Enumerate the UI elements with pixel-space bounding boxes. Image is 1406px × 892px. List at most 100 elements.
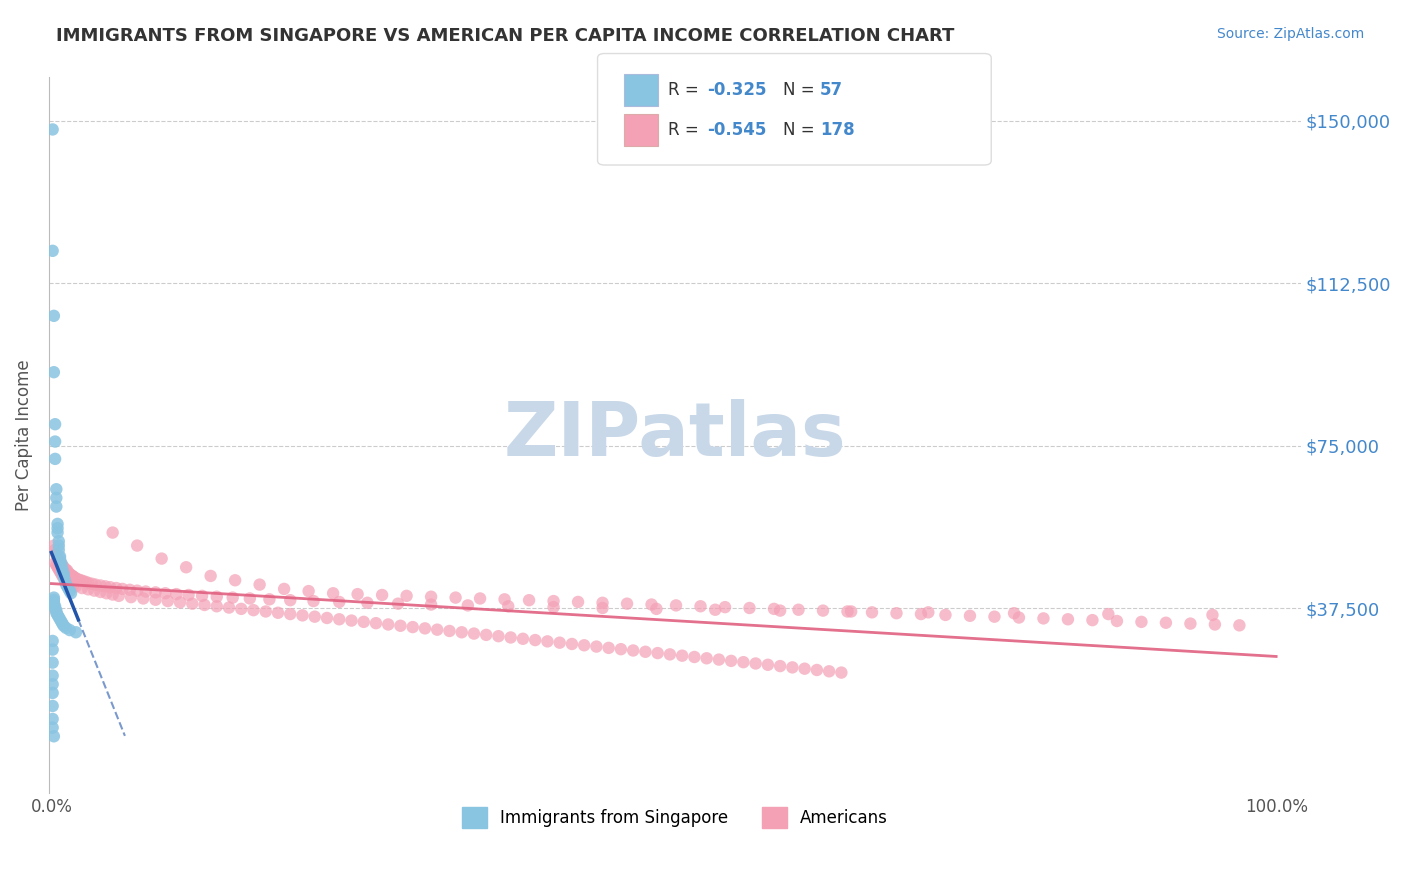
Text: ZIPatlas: ZIPatlas xyxy=(503,399,846,472)
Point xyxy=(793,662,815,676)
Point xyxy=(49,555,72,569)
Point xyxy=(77,582,100,597)
Point xyxy=(494,592,516,607)
Point xyxy=(839,605,862,619)
Point xyxy=(41,244,63,258)
Point xyxy=(720,654,742,668)
Point xyxy=(60,586,83,600)
Point xyxy=(585,640,607,654)
Point xyxy=(683,650,706,665)
Text: -0.545: -0.545 xyxy=(707,121,766,139)
Point xyxy=(89,578,111,592)
Point xyxy=(45,558,67,573)
Point xyxy=(41,721,63,735)
Point xyxy=(496,599,519,614)
Point xyxy=(44,417,66,432)
Point xyxy=(517,593,540,607)
Point xyxy=(45,606,67,620)
Point xyxy=(60,577,83,591)
Point xyxy=(44,601,66,615)
Point xyxy=(169,595,191,609)
Point xyxy=(107,589,129,603)
Point xyxy=(356,596,378,610)
Point xyxy=(769,659,792,673)
Point xyxy=(62,578,84,592)
Point xyxy=(830,665,852,680)
Point xyxy=(704,603,727,617)
Point xyxy=(598,640,620,655)
Point xyxy=(105,581,128,595)
Point xyxy=(55,621,77,635)
Point xyxy=(1130,615,1153,629)
Point xyxy=(48,542,70,557)
Point xyxy=(46,551,69,566)
Point xyxy=(983,609,1005,624)
Point xyxy=(174,560,197,574)
Point xyxy=(387,597,409,611)
Point xyxy=(512,632,534,646)
Point xyxy=(45,500,67,514)
Point xyxy=(72,574,94,588)
Point xyxy=(48,610,70,624)
Point xyxy=(917,605,939,619)
Point xyxy=(63,571,86,585)
Point xyxy=(155,586,177,600)
Text: Source: ZipAtlas.com: Source: ZipAtlas.com xyxy=(1216,27,1364,41)
Point xyxy=(42,365,65,379)
Point xyxy=(665,599,688,613)
Point xyxy=(45,482,67,496)
Point xyxy=(52,619,75,633)
Point xyxy=(1097,607,1119,621)
Point xyxy=(191,589,214,603)
Point xyxy=(156,594,179,608)
Point xyxy=(41,677,63,691)
Point xyxy=(340,614,363,628)
Point xyxy=(302,594,325,608)
Point xyxy=(291,608,314,623)
Point xyxy=(572,638,595,652)
Point xyxy=(689,599,711,614)
Point xyxy=(328,595,350,609)
Point xyxy=(65,579,87,593)
Point xyxy=(41,698,63,713)
Point xyxy=(524,633,547,648)
Point xyxy=(377,617,399,632)
Point xyxy=(42,595,65,609)
Point xyxy=(1180,616,1202,631)
Point xyxy=(49,549,72,564)
Point xyxy=(44,556,66,570)
Point xyxy=(59,623,82,637)
Point xyxy=(49,551,72,566)
Point xyxy=(44,599,66,614)
Point xyxy=(259,592,281,607)
Point xyxy=(592,601,614,615)
Point xyxy=(67,573,90,587)
Point xyxy=(1204,617,1226,632)
Point xyxy=(59,567,82,582)
Point xyxy=(934,607,956,622)
Point xyxy=(304,609,326,624)
Point xyxy=(80,576,103,591)
Point xyxy=(548,635,571,649)
Point xyxy=(756,657,779,672)
Point xyxy=(1105,614,1128,628)
Point xyxy=(254,605,277,619)
Point xyxy=(127,583,149,598)
Point xyxy=(94,579,117,593)
Point xyxy=(56,564,79,578)
Point xyxy=(58,582,80,596)
Point xyxy=(1154,615,1177,630)
Point xyxy=(51,562,73,576)
Point xyxy=(48,539,70,553)
Point xyxy=(959,608,981,623)
Point xyxy=(273,582,295,596)
Point xyxy=(616,597,638,611)
Point xyxy=(150,551,173,566)
Point xyxy=(910,607,932,621)
Point xyxy=(51,556,73,570)
Point xyxy=(48,553,70,567)
Text: 178: 178 xyxy=(820,121,855,139)
Point xyxy=(70,581,93,595)
Point xyxy=(488,629,510,643)
Point xyxy=(346,587,368,601)
